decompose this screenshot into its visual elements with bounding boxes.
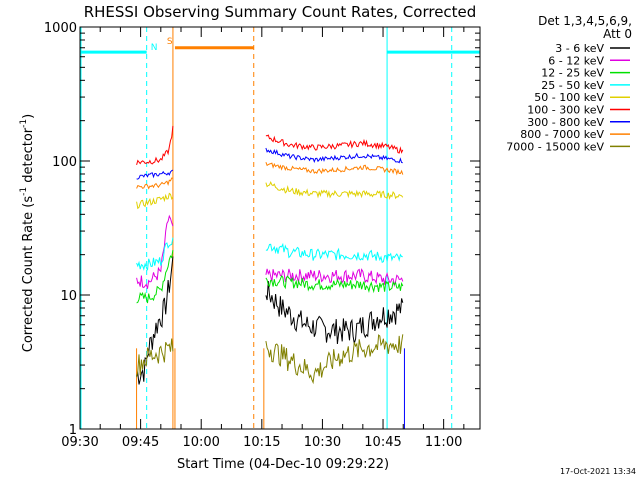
series-line-seg2-0 bbox=[265, 280, 404, 345]
plot-frame bbox=[79, 26, 481, 430]
y-axis-label: Corrected Count Rate (s-1 detector-1) bbox=[19, 114, 36, 352]
legend-label: 7000 - 15000 keV bbox=[506, 140, 604, 153]
legend-label: 50 - 100 keV bbox=[534, 91, 604, 104]
legend-label: 3 - 6 keV bbox=[555, 42, 604, 55]
x-tick-label: 10:30 bbox=[304, 435, 341, 450]
x-tick-label: 09:30 bbox=[61, 435, 98, 450]
plot-area: SN bbox=[80, 27, 480, 429]
series-line-seg2-4 bbox=[265, 180, 404, 201]
night-flag-label: N bbox=[151, 43, 158, 53]
axis-ticks: 1 10 100 1000 09:30 09:45 10:00 10:15 10:30 10:45… bbox=[44, 21, 480, 450]
saa-flag-label: S bbox=[167, 37, 173, 47]
y-tick-label: 1 bbox=[69, 423, 77, 438]
series-line-seg2-2 bbox=[265, 275, 404, 294]
x-axis-label: Start Time (04-Dec-10 09:29:22) bbox=[177, 457, 389, 472]
series-line-seg2-1 bbox=[265, 268, 404, 288]
y-tick-label: 100 bbox=[52, 155, 77, 170]
x-tick-label: 10:00 bbox=[182, 435, 219, 450]
series-line-seg2-3 bbox=[265, 242, 403, 264]
series-line-seg1-2 bbox=[136, 250, 174, 304]
x-tick-label: 09:45 bbox=[122, 435, 159, 450]
series-line-seg2-7 bbox=[265, 162, 404, 176]
legend-label: 6 - 12 keV bbox=[548, 54, 604, 67]
x-tick-label: 11:00 bbox=[425, 435, 462, 450]
legend-label: 300 - 800 keV bbox=[527, 116, 604, 129]
legend-label: 100 - 300 keV bbox=[527, 104, 604, 117]
series-line-seg1-0 bbox=[136, 256, 174, 385]
legend-header-line1: Det 1,3,4,5,6,9, bbox=[538, 14, 632, 28]
y-tick-label: 1000 bbox=[44, 21, 77, 36]
legend-label: 800 - 7000 keV bbox=[520, 128, 604, 141]
chart-title: RHESSI Observing Summary Count Rates, Co… bbox=[84, 3, 477, 21]
series-line-seg1-5 bbox=[136, 125, 174, 166]
x-tick-label: 10:15 bbox=[243, 435, 280, 450]
timestamp: 17-Oct-2021 13:34 bbox=[560, 467, 636, 476]
series-line-seg2-5 bbox=[265, 134, 404, 154]
x-tick-label: 10:45 bbox=[364, 435, 401, 450]
y-tick-label: 10 bbox=[60, 289, 77, 304]
series-line-seg2-8 bbox=[265, 334, 404, 385]
legend-label: 25 - 50 keV bbox=[541, 79, 604, 92]
series-line-seg1-6 bbox=[136, 169, 174, 180]
series-line-seg1-4 bbox=[136, 192, 174, 210]
legend-label: 12 - 25 keV bbox=[541, 67, 604, 80]
series-line-seg1-8 bbox=[136, 338, 174, 378]
series-line-seg1-7 bbox=[136, 177, 173, 190]
series-line-seg2-6 bbox=[265, 147, 403, 164]
series-line-seg1-3 bbox=[136, 237, 174, 271]
legend-header-line2: Att 0 bbox=[603, 27, 632, 41]
series-line-seg1-1 bbox=[136, 214, 174, 289]
